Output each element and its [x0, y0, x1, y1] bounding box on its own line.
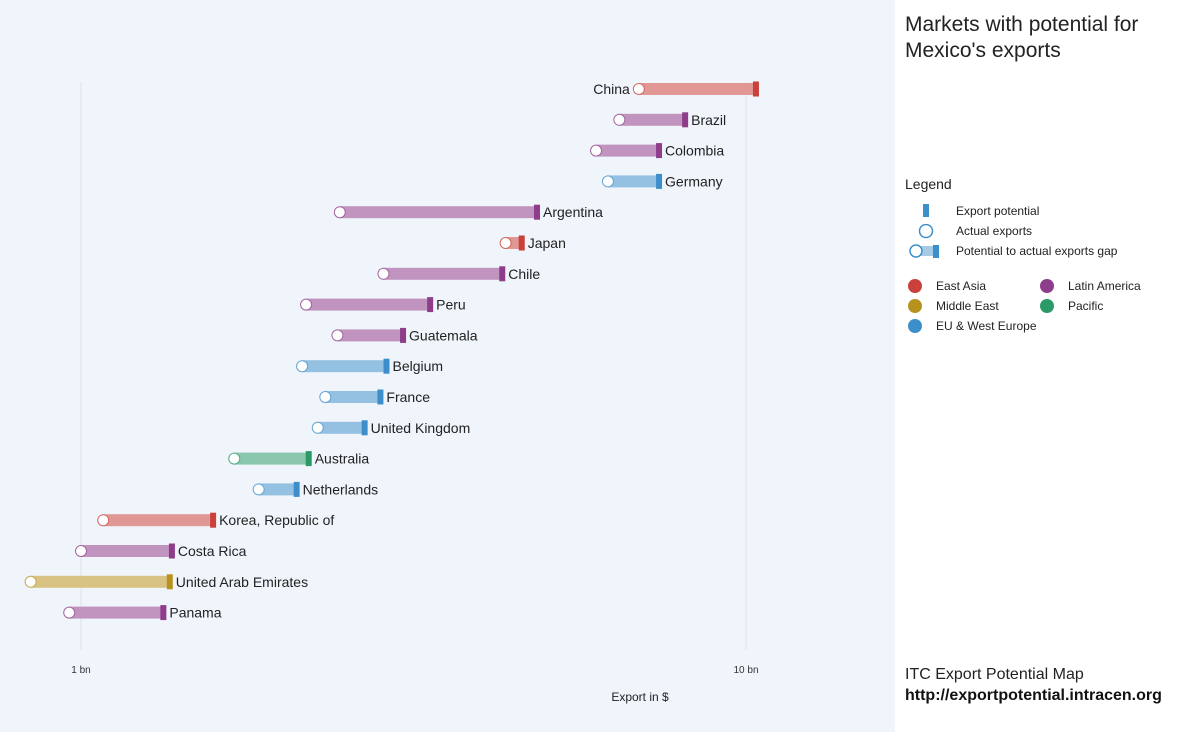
country-label: Germany [665, 173, 723, 189]
country-label: Costa Rica [178, 543, 247, 559]
country-label: Guatemala [409, 327, 478, 343]
footer-url[interactable]: http://exportpotential.intracen.org [905, 687, 1162, 704]
actual-marker [319, 391, 332, 403]
legend-label-gap: Potential to actual exports gap [956, 244, 1118, 258]
country-label: Korea, Republic of [219, 512, 334, 528]
potential-marker [305, 451, 312, 467]
potential-marker [518, 235, 525, 251]
gap-bar [81, 545, 172, 557]
gap-bar [638, 83, 756, 95]
country-label: Brazil [691, 112, 726, 128]
actual-marker [333, 206, 346, 219]
gap-bar [69, 606, 164, 619]
legend-label-export-potential: Export potential [956, 204, 1040, 218]
actual-marker [331, 329, 344, 342]
east-asia-dot-icon [908, 279, 922, 293]
country-label: Japan [528, 235, 566, 251]
potential-marker [682, 112, 689, 128]
potential-marker [752, 81, 759, 97]
x-tick-label: 10 bn [733, 665, 758, 676]
export-potential-icon [923, 204, 929, 217]
country-label: Australia [315, 451, 370, 467]
x-axis-label: Export in $ [611, 690, 669, 704]
actual-marker [613, 113, 626, 126]
country-label: Argentina [543, 204, 603, 220]
country-label: Chile [508, 266, 540, 282]
actual-marker [311, 421, 324, 434]
gap-icon [909, 244, 939, 258]
potential-marker [293, 481, 300, 497]
potential-marker [377, 389, 384, 405]
actual-marker [601, 175, 614, 188]
side-panel: Markets with potential for Mexico's expo… [895, 0, 1200, 732]
actual-marker [75, 545, 87, 557]
country-label: Panama [169, 605, 221, 621]
x-tick-label: 1 bn [71, 665, 90, 676]
gap-bar [596, 144, 660, 157]
potential-marker [210, 512, 217, 528]
gap-bar [103, 514, 214, 527]
country-label: United Arab Emirates [176, 574, 308, 590]
gap-bar [30, 575, 170, 588]
actual-marker [300, 298, 313, 311]
eu-west-europe-dot-icon [908, 319, 922, 333]
region-label: Latin America [1068, 279, 1141, 293]
legend-title: Legend [905, 176, 952, 192]
actual-marker [228, 452, 241, 465]
actual-marker [499, 237, 512, 249]
country-label: Netherlands [303, 481, 379, 497]
actual-exports-icon [918, 224, 934, 239]
potential-marker [400, 327, 407, 343]
region-label: Middle East [936, 299, 999, 313]
potential-marker [427, 297, 434, 313]
footer-title: ITC Export Potential Map [905, 666, 1084, 683]
country-label: Colombia [665, 143, 724, 159]
chart: 1 bn 10 bn Export in $ China Brazil Colombia G… [24, 81, 759, 704]
gap-bar [306, 298, 431, 311]
potential-marker [361, 420, 368, 436]
gap-bar [383, 267, 503, 280]
gap-bar [337, 329, 404, 342]
gap-bar [317, 421, 365, 434]
country-label: China [593, 81, 630, 97]
actual-marker [252, 483, 265, 496]
pacific-dot-icon [1040, 299, 1054, 313]
gap-bar [302, 360, 387, 373]
region-label: East Asia [936, 279, 987, 293]
actual-marker [24, 575, 37, 588]
actual-marker [632, 83, 645, 95]
latin-america-dot-icon [1040, 279, 1054, 293]
country-label: Belgium [392, 358, 443, 374]
gap-bar [607, 175, 660, 188]
potential-marker [166, 574, 173, 590]
gap-bar [258, 483, 297, 496]
middle-east-dot-icon [908, 299, 922, 313]
gap-bar [325, 391, 381, 403]
country-label: Peru [436, 297, 466, 313]
potential-marker [656, 143, 663, 159]
country-label: France [386, 389, 430, 405]
actual-marker [97, 514, 110, 527]
legend-label-actual-exports: Actual exports [956, 224, 1033, 238]
country-label: United Kingdom [371, 420, 471, 436]
actual-marker [377, 267, 390, 280]
actual-marker [590, 144, 603, 157]
potential-marker [534, 204, 541, 220]
region-label: Pacific [1068, 299, 1104, 313]
potential-marker [383, 358, 390, 374]
gap-bar [234, 452, 309, 465]
gap-bar [339, 206, 538, 219]
actual-marker [63, 606, 76, 619]
potential-marker [160, 605, 167, 621]
potential-marker [168, 543, 175, 559]
actual-marker [296, 360, 309, 373]
chart-title: Markets with potential for Mexico's expo… [905, 13, 1139, 62]
potential-marker [499, 266, 506, 282]
gap-bar [619, 113, 686, 126]
region-label: EU & West Europe [936, 319, 1037, 333]
potential-marker [656, 173, 663, 189]
